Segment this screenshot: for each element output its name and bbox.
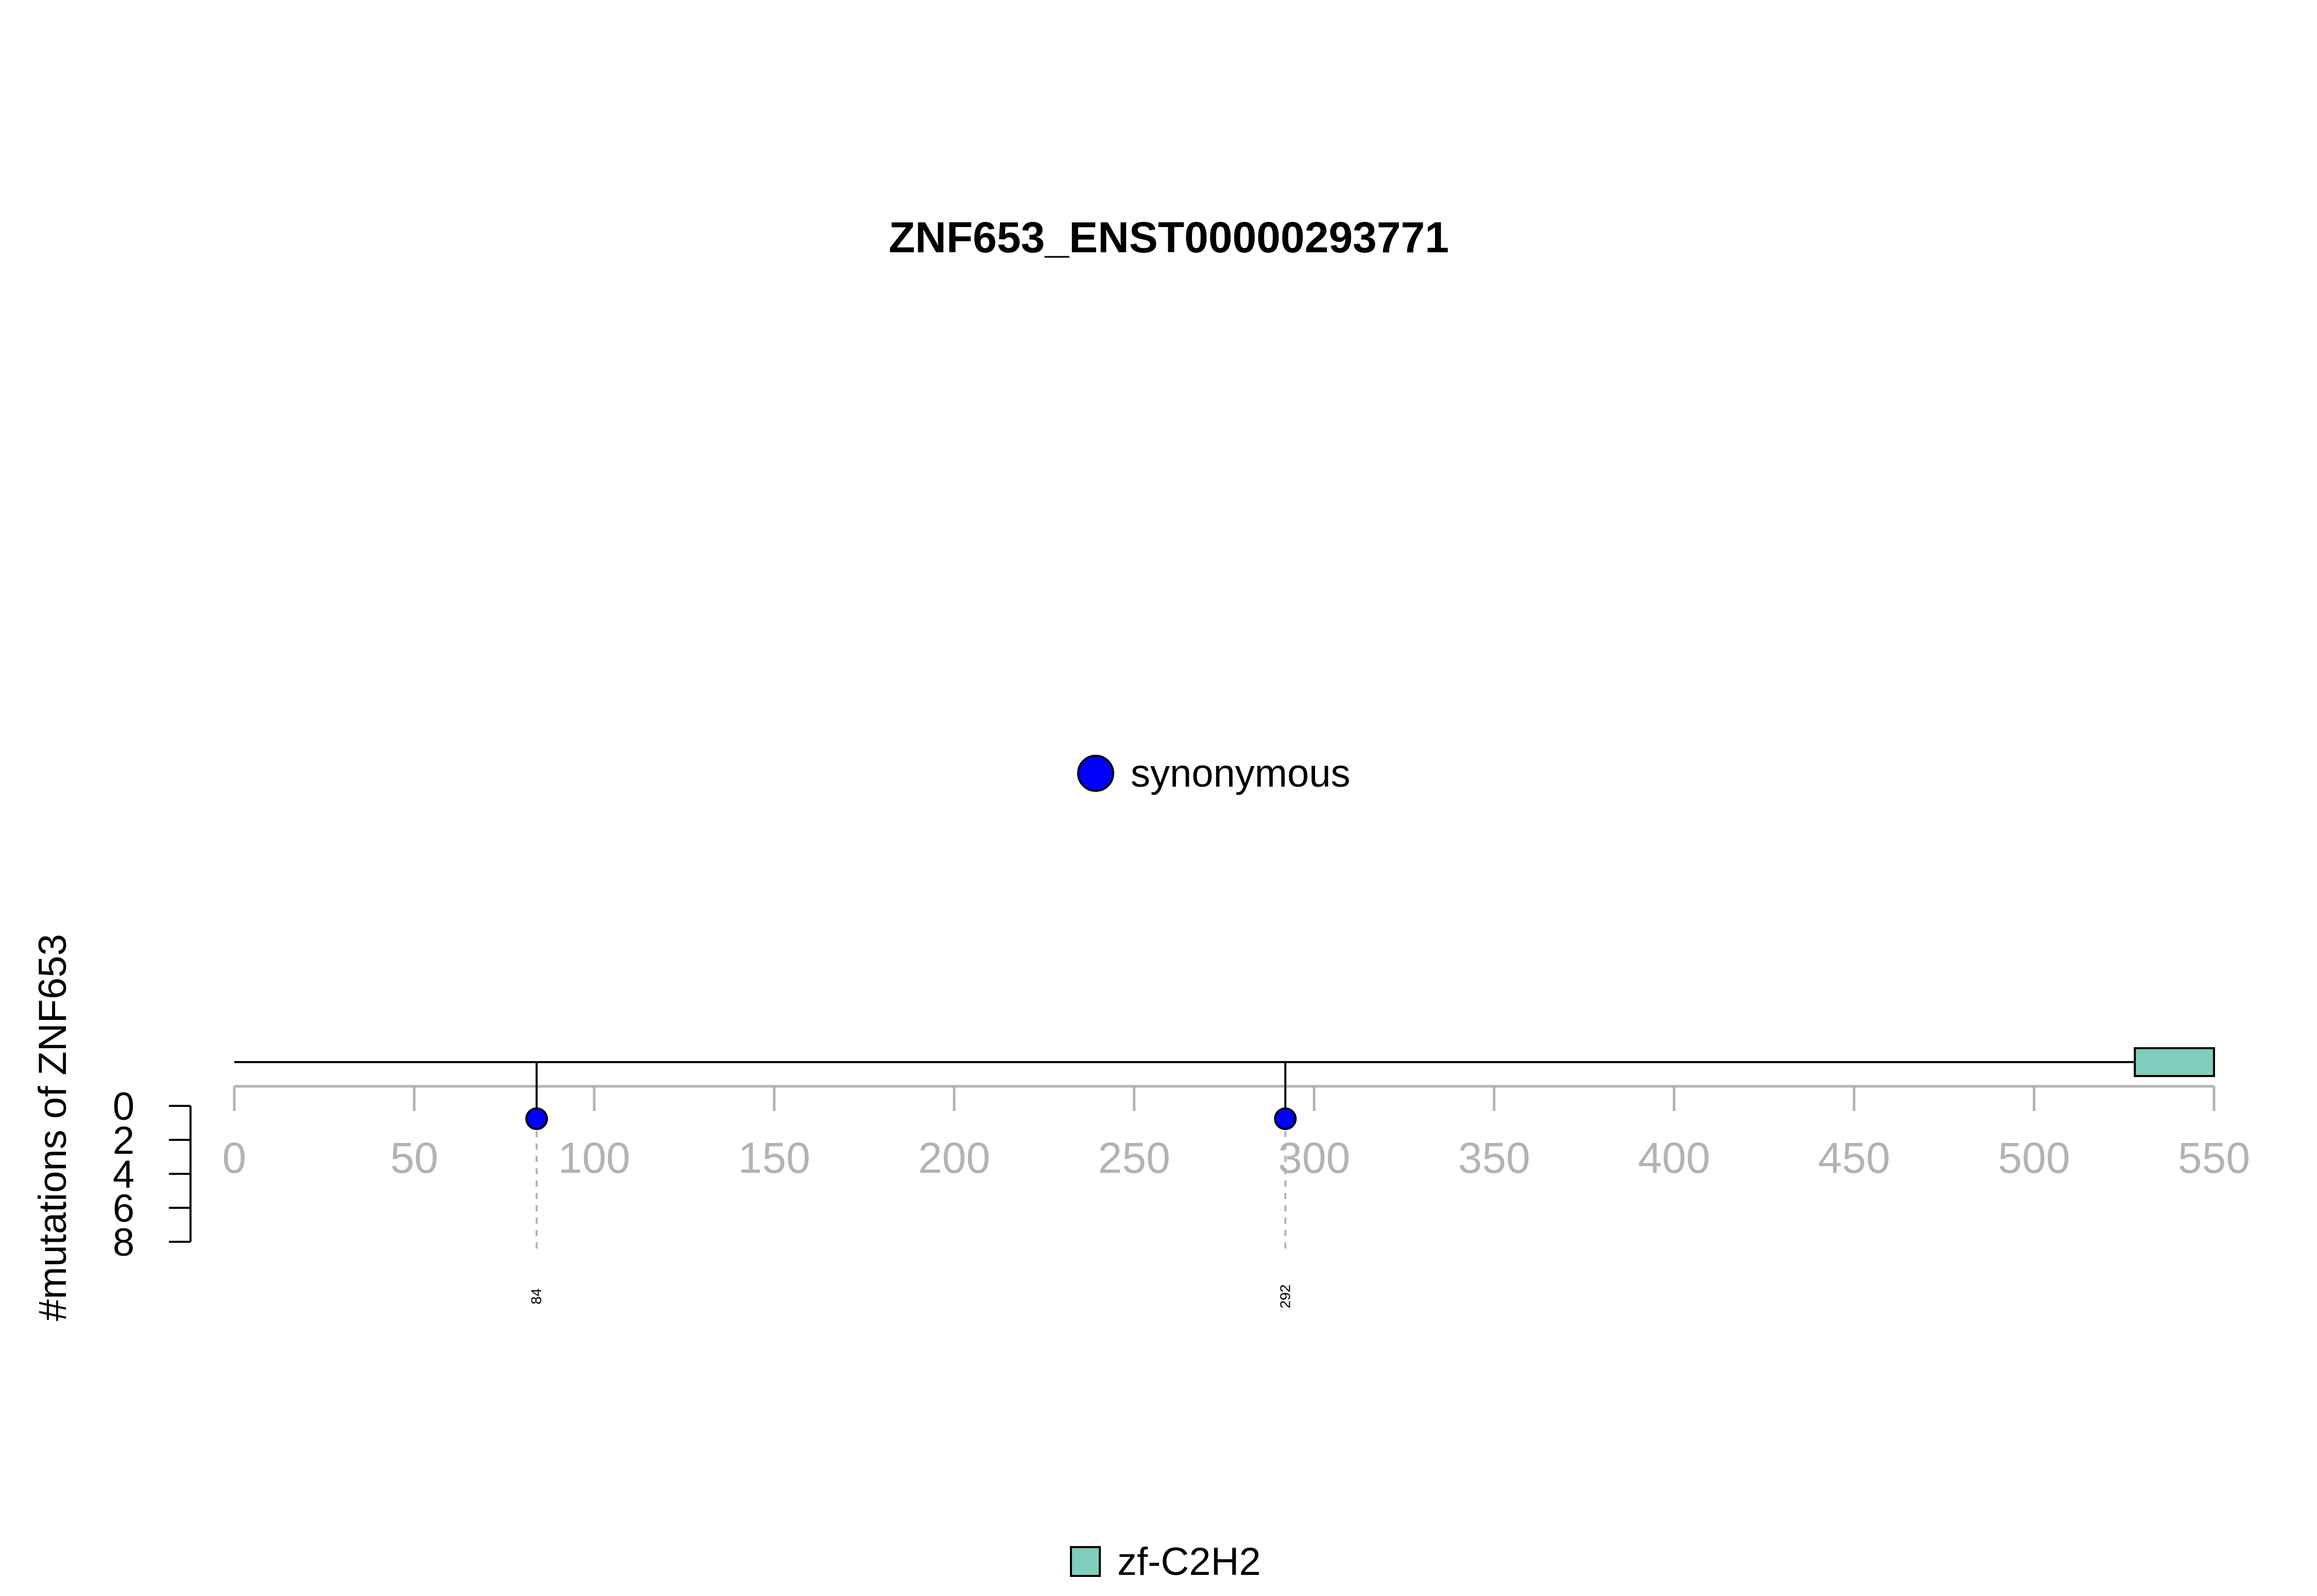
x-tick-label-500: 500: [1998, 1134, 2070, 1182]
y-tick-label-4: 4: [113, 1153, 134, 1196]
x-tick-label-150: 150: [738, 1134, 810, 1182]
y-axis-label: #mutations of ZNF653: [31, 934, 75, 1321]
x-tick-label-400: 400: [1638, 1134, 1710, 1182]
legend-label-zf-C2H2: zf-C2H2: [1117, 1540, 1261, 1584]
x-tick-label-50: 50: [390, 1134, 438, 1182]
mutation-legend: synonymous: [1077, 752, 1351, 795]
y-tick-label-6: 6: [113, 1187, 134, 1230]
domain-legend: zf-C2H2: [1070, 1540, 1261, 1584]
mutation-position-label-292: 292: [1277, 1285, 1293, 1309]
x-tick-label-450: 450: [1818, 1134, 1890, 1182]
legend-label-synonymous: synonymous: [1131, 752, 1351, 795]
lollipop-head-84: [525, 1107, 548, 1130]
y-tick-label-0: 0: [113, 1085, 134, 1129]
x-tick-label-550: 550: [2178, 1134, 2250, 1182]
x-tick-label-300: 300: [1278, 1134, 1350, 1182]
x-tick-label-100: 100: [558, 1134, 630, 1182]
legend-marker-synonymous: [1077, 755, 1114, 792]
mutation-position-label-84: 84: [528, 1288, 544, 1304]
protein-backbone: [234, 1047, 2216, 1077]
domain-zf-C2H2: [2134, 1047, 2216, 1077]
x-tick-label-250: 250: [1098, 1134, 1170, 1182]
chart-title: ZNF653_ENST00000293771: [889, 213, 1449, 262]
mutation-lollipops: 84 292: [525, 1062, 1297, 1309]
y-tick-label-8: 8: [113, 1221, 134, 1264]
x-tick-label-350: 350: [1458, 1134, 1530, 1182]
x-axis: 0 50 100 150 200 250 300 350 400 450 500 550: [222, 1085, 2250, 1182]
x-tick-label-200: 200: [918, 1134, 990, 1182]
lollipop-head-292: [1274, 1107, 1297, 1130]
y-tick-label-2: 2: [113, 1119, 134, 1163]
legend-swatch-zf-C2H2: [1070, 1546, 1101, 1577]
x-tick-label-0: 0: [222, 1134, 247, 1182]
